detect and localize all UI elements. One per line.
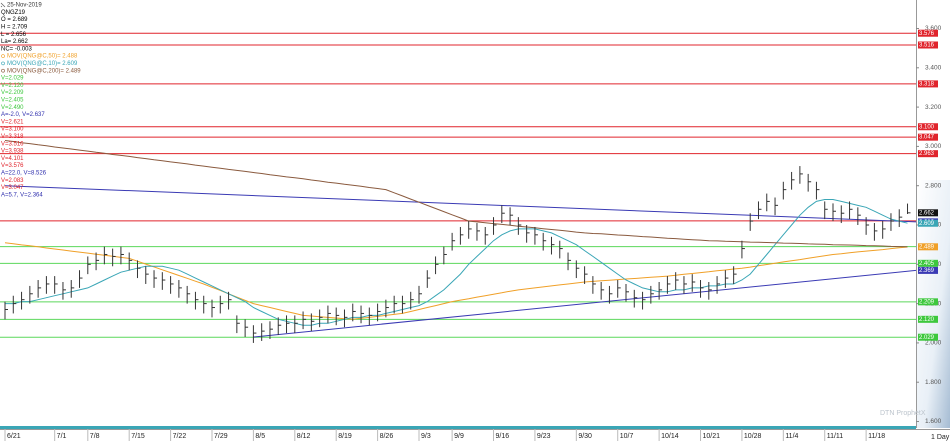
- legend-marker: [1, 54, 5, 58]
- study-note: A=5.7, V=2.364: [1, 192, 43, 198]
- info-line: H = 2.709: [1, 24, 28, 30]
- x-tick-label: 9/30: [578, 433, 592, 440]
- study-note: V=2.083: [1, 178, 24, 184]
- legend-entry: MOV(QNG@C,50)= 2.488: [7, 54, 78, 60]
- price-tag: [918, 333, 938, 341]
- x-tick-label: 9/23: [537, 433, 551, 440]
- trendline: [253, 269, 916, 338]
- info-line: 25-Nov-2019: [7, 3, 42, 9]
- price-tag-label: 2.489: [919, 244, 935, 250]
- study-note: V=3.938: [1, 149, 24, 155]
- study-note: V=2.120: [1, 83, 24, 89]
- study-note: V=3.047: [1, 185, 24, 191]
- price-tag: [918, 80, 938, 88]
- time-strip: [0, 426, 916, 429]
- study-note: V=4.101: [1, 156, 24, 162]
- info-line: La= 2.662: [1, 39, 29, 45]
- study-note: V=2.209: [1, 90, 24, 96]
- study-note: A=-2.0, V=2.637: [1, 112, 45, 118]
- x-tick-label: 7/29: [214, 433, 228, 440]
- x-tick-label: 7/15: [131, 433, 145, 440]
- price-tag: [918, 298, 938, 306]
- price-tag: [918, 219, 938, 227]
- x-tick-label: 8/12: [297, 433, 311, 440]
- price-tag: [918, 243, 938, 251]
- price-tag-label: 2.209: [919, 299, 935, 305]
- x-tick-label: 10/28: [744, 433, 762, 440]
- price-tag: [918, 209, 938, 217]
- legend-entry: MOV(QNG@C,10)= 2.609: [7, 61, 78, 67]
- x-tick-label: 9/16: [496, 433, 510, 440]
- study-note: V=3.576: [1, 163, 24, 169]
- legend-marker: [1, 68, 5, 73]
- y-tick-label: 3.600: [925, 25, 942, 32]
- x-tick-label: 10/21: [703, 433, 721, 440]
- price-tag: [918, 123, 938, 131]
- price-tag-label: 2.662: [919, 210, 935, 216]
- study-note: V=2.405: [1, 97, 24, 103]
- interval-label: 1 Day: [931, 434, 950, 441]
- x-tick-label: 8/5: [255, 433, 265, 440]
- price-tag-label: 2.405: [919, 261, 935, 267]
- pencil-icon: [0, 2, 6, 8]
- study-note: V=3.318: [1, 134, 24, 140]
- x-tick-label: 10/14: [661, 433, 679, 440]
- y-tick-label: 3.200: [925, 104, 942, 111]
- y-tick-label: 1.800: [925, 379, 942, 386]
- x-tick-label: 7/8: [90, 433, 100, 440]
- x-tick-label: 11/18: [868, 433, 885, 440]
- info-line: L = 2.656: [1, 32, 27, 38]
- y-tick-label: 2.000: [925, 340, 942, 347]
- price-tag: [918, 133, 938, 141]
- study-note: A=22.0, V=8.526: [1, 170, 47, 176]
- x-tick-label: 8/26: [380, 433, 394, 440]
- moving-average: [4, 140, 908, 248]
- x-tick-label: 9/9: [454, 433, 464, 440]
- x-tick-label: 6/21: [7, 433, 21, 440]
- price-tag-label: 3.516: [919, 43, 935, 49]
- price-tag-label: 2.609: [919, 221, 935, 227]
- x-tick-label: 11/4: [785, 433, 798, 440]
- legend-marker: [1, 61, 5, 66]
- x-tick-label: 10/7: [620, 433, 634, 440]
- price-tag-label: 3.047: [919, 135, 935, 141]
- price-tag: [918, 266, 938, 274]
- price-tag: [918, 315, 938, 323]
- info-line: NC= -0.003: [1, 46, 33, 52]
- price-tag-label: 2.029: [919, 335, 935, 341]
- study-note: V=3.516: [1, 141, 24, 147]
- price-tag-label: 3.100: [919, 124, 935, 130]
- y-tick-label: 1.600: [925, 418, 942, 425]
- moving-average: [5, 199, 908, 326]
- watermark: DTN ProphetX: [880, 410, 926, 417]
- y-tick-label: 2.800: [925, 182, 942, 189]
- price-tag-label: 2.120: [919, 317, 935, 323]
- x-tick-label: 11/11: [827, 433, 844, 440]
- price-tag: [918, 41, 938, 49]
- legend-entry: MOV(QNG@C,200)= 2.489: [7, 68, 81, 74]
- x-tick-label: 9/3: [421, 433, 431, 440]
- x-tick-label: 7/22: [173, 433, 187, 440]
- price-tag-label: 3.576: [919, 31, 935, 37]
- price-tag: [918, 259, 938, 267]
- info-line: QNGZ19: [1, 10, 26, 16]
- y-tick-label: 3.400: [925, 65, 942, 72]
- price-tag: [918, 150, 938, 158]
- study-note: V=2.490: [1, 105, 24, 111]
- study-note: V=3.100: [1, 127, 24, 133]
- x-tick-label: 8/19: [338, 433, 352, 440]
- plot-area: [0, 32, 916, 343]
- y-tick-label: 3.000: [925, 143, 942, 150]
- price-tag-label: 3.318: [919, 81, 935, 87]
- price-tag-label: 2.963: [919, 151, 935, 157]
- trendline: [4, 185, 916, 223]
- info-line: O = 2.689: [1, 17, 28, 23]
- study-note: V=2.621: [1, 119, 24, 125]
- price-tag-label: 2.369: [919, 268, 935, 274]
- study-note: V=2.029: [1, 76, 24, 82]
- price-tag: [918, 29, 938, 37]
- x-tick-label: 7/1: [57, 433, 67, 440]
